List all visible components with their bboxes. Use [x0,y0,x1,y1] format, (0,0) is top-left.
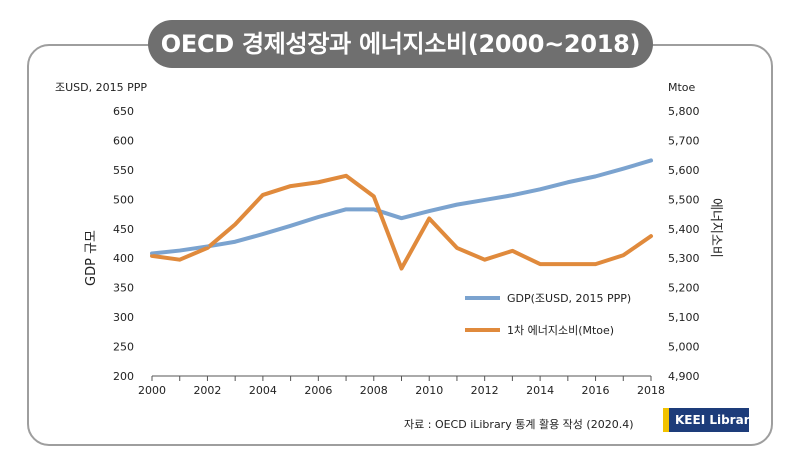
energy-point [289,184,293,188]
left-tick-label: 350 [113,282,134,295]
gdp-point [316,215,320,219]
energy-point [483,258,487,262]
left-axis-label: GDP 규모 [84,230,99,286]
energy-point [150,254,154,258]
left-tick-label: 650 [113,105,134,118]
energy-point [178,258,182,262]
legend-label-gdp: GDP(조USD, 2015 PPP) [507,292,631,305]
right-tick-label: 5,600 [668,164,700,177]
gdp-series-line [150,158,653,256]
right-tick-label: 5,400 [668,223,700,236]
right-tick-label: 5,500 [668,193,700,206]
gdp-point [400,216,403,220]
x-tick-label: 2016 [582,384,610,397]
gdp-point [427,209,431,213]
x-tick-label: 2012 [471,384,499,397]
left-tick-label: 400 [113,252,134,265]
legend: GDP(조USD, 2015 PPP) 1차 에너지소비(Mtoe) [465,292,631,337]
chart-title: OECD 경제성장과 에너지소비(2000~2018) [148,20,653,68]
left-tick-label: 500 [113,193,134,206]
gdp-point [372,207,376,211]
left-tick-label: 550 [113,164,134,177]
gdp-series-points [150,158,653,256]
energy-point [594,262,598,266]
gdp-point [261,232,265,236]
source-note: 자료 : OECD iLibrary 통계 활용 작성 (2020.4) [404,418,634,431]
x-tick-label: 2006 [304,384,332,397]
brand-badge: KEEI Library [663,408,757,432]
badge-accent-stripe [663,408,669,432]
right-tick-label: 4,900 [668,370,700,383]
gdp-point [538,187,542,191]
left-tick-label: 250 [113,341,134,354]
right-axis-ticks: 4,900 5,000 5,100 5,200 5,300 5,400 5,500 5,600… [668,105,700,383]
gdp-point [344,207,348,211]
brand-badge-label: KEEI Library [675,413,758,427]
energy-point [538,262,542,266]
energy-point [566,262,570,266]
right-tick-label: 5,100 [668,311,700,324]
left-axis-ticks: 200 250 300 350 400 450 500 550 600 650 [113,105,134,383]
energy-point [455,246,459,250]
x-tick-label: 2010 [415,384,443,397]
energy-point [510,249,514,253]
right-axis-label: 에너지소비 [708,198,723,258]
left-tick-label: 200 [113,370,134,383]
right-tick-label: 5,300 [668,252,700,265]
energy-point [205,246,209,250]
energy-point [649,234,653,238]
chart-frame [27,44,773,446]
legend-label-energy: 1차 에너지소비(Mtoe) [507,324,614,337]
energy-series-points [150,174,653,271]
right-tick-label: 5,700 [668,134,700,147]
energy-point [316,180,320,184]
x-tick-label: 2004 [249,384,277,397]
x-tick-label: 2018 [637,384,665,397]
energy-point [261,193,265,197]
gdp-point [150,252,154,256]
energy-series-line [150,173,653,271]
energy-point [372,194,376,198]
x-axis-ticks: 2000 2002 2004 2006 2008 2010 2012 2014 2016 2018 [138,376,665,397]
energy-point [233,222,237,226]
gdp-point [510,193,514,197]
right-axis-unit: Mtoe [668,81,696,94]
gdp-point [483,198,487,202]
gdp-point [233,240,237,244]
gdp-point [455,203,459,207]
left-tick-label: 450 [113,223,134,236]
gdp-point [621,167,625,171]
x-tick-label: 2008 [360,384,388,397]
x-tick-label: 2014 [526,384,554,397]
energy-point [621,253,625,257]
gdp-point [566,180,570,184]
left-tick-label: 300 [113,311,134,324]
right-tick-label: 5,000 [668,341,700,354]
x-tick-label: 2000 [138,384,166,397]
gdp-point [289,224,293,228]
energy-point [427,216,431,220]
right-tick-label: 5,200 [668,282,700,295]
energy-point [344,174,348,178]
gdp-point [649,158,653,162]
gdp-point [594,174,598,178]
right-tick-label: 5,800 [668,105,700,118]
left-tick-label: 600 [113,134,134,147]
left-axis-unit: 조USD, 2015 PPP [55,81,147,94]
energy-point [400,267,403,271]
gdp-point [178,249,182,253]
x-tick-label: 2002 [193,384,221,397]
